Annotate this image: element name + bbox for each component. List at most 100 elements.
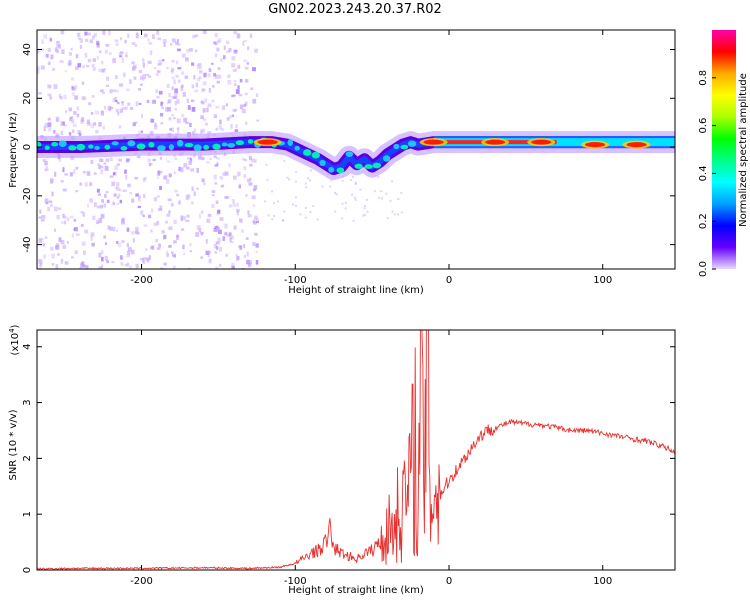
- noise-speck: [234, 129, 239, 133]
- noise-speck: [223, 45, 226, 51]
- noise-speck: [42, 158, 46, 163]
- noise-speck: [80, 117, 85, 122]
- noise-speck: [104, 49, 109, 54]
- noise-speck: [47, 93, 52, 97]
- x-tick-label: 100: [593, 275, 612, 286]
- noise-speck: [166, 66, 169, 70]
- noise-speck: [165, 179, 170, 184]
- noise-speck: [334, 191, 337, 194]
- noise-speck: [249, 177, 252, 182]
- noise-speck: [47, 117, 51, 121]
- noise-speck: [204, 98, 208, 103]
- noise-speck: [229, 237, 232, 242]
- band-blob: [303, 149, 312, 156]
- noise-speck: [120, 37, 123, 41]
- noise-speck: [215, 127, 218, 131]
- noise-speck: [118, 125, 122, 129]
- noise-speck: [142, 62, 145, 68]
- noise-speck: [166, 160, 171, 163]
- noise-speck: [354, 181, 357, 184]
- noise-speck: [91, 95, 95, 98]
- noise-speck: [180, 86, 184, 92]
- noise-speck: [304, 206, 307, 209]
- noise-speck: [56, 214, 60, 220]
- noise-speck: [124, 106, 128, 110]
- noise-speck: [243, 166, 247, 171]
- noise-speck: [129, 79, 132, 84]
- noise-speck: [45, 236, 48, 239]
- noise-speck: [153, 222, 158, 227]
- noise-speck: [397, 213, 400, 216]
- noise-speck: [229, 241, 234, 244]
- noise-speck: [108, 52, 112, 55]
- noise-speck: [105, 158, 110, 163]
- noise-speck: [226, 40, 230, 45]
- noise-speck: [59, 60, 64, 63]
- noise-speck: [142, 214, 145, 218]
- noise-speck: [230, 123, 233, 129]
- noise-speck: [162, 230, 165, 234]
- noise-speck: [69, 215, 74, 219]
- noise-speck: [232, 199, 235, 204]
- noise-speck: [74, 95, 79, 100]
- noise-speck: [184, 75, 189, 79]
- noise-speck: [63, 220, 67, 225]
- noise-speck: [173, 240, 177, 244]
- noise-speck: [135, 32, 139, 35]
- noise-speck: [93, 202, 97, 207]
- noise-speck: [207, 250, 212, 254]
- noise-speck: [239, 78, 243, 83]
- noise-speck: [155, 238, 158, 243]
- noise-speck: [112, 172, 116, 176]
- noise-speck: [84, 52, 88, 58]
- noise-speck: [211, 204, 215, 208]
- snr-ylabel: SNR (10 * v/v): [8, 409, 19, 480]
- noise-speck: [143, 33, 148, 38]
- noise-speck: [191, 106, 196, 112]
- noise-speck: [248, 262, 252, 265]
- noise-speck: [176, 60, 179, 65]
- noise-speck: [207, 253, 210, 258]
- noise-speck: [51, 263, 55, 266]
- noise-speck: [141, 78, 145, 81]
- noise-speck: [216, 80, 220, 84]
- noise-speck: [168, 210, 171, 214]
- noise-speck: [227, 74, 231, 78]
- noise-speck: [196, 187, 199, 190]
- noise-speck: [114, 89, 119, 93]
- noise-speck: [89, 198, 94, 203]
- noise-speck: [174, 189, 178, 193]
- noise-speck: [161, 229, 164, 234]
- noise-speck: [196, 167, 200, 173]
- noise-speck: [232, 69, 236, 73]
- noise-speck: [226, 117, 230, 121]
- colorbar: 0.0 0.2 0.4 0.6 0.8 Normalized spectral ampl…: [698, 30, 749, 277]
- noise-speck: [223, 232, 228, 236]
- colorbar-tick-label: 0.4: [698, 165, 709, 181]
- noise-speck: [108, 107, 112, 112]
- noise-speck: [247, 210, 250, 215]
- noise-speck: [200, 256, 204, 259]
- noise-speck: [271, 190, 274, 193]
- band-blob: [120, 146, 128, 151]
- noise-speck: [126, 243, 129, 247]
- noise-speck: [60, 258, 64, 262]
- noise-speck: [200, 115, 204, 120]
- noise-speck: [111, 260, 115, 263]
- noise-speck: [173, 117, 176, 120]
- noise-speck: [295, 171, 298, 174]
- noise-speck: [44, 168, 49, 171]
- noise-speck: [96, 55, 99, 60]
- noise-speck: [126, 262, 130, 267]
- noise-speck: [114, 165, 118, 170]
- noise-speck: [198, 228, 202, 232]
- noise-speck: [40, 48, 45, 52]
- noise-speck: [106, 199, 110, 203]
- noise-speck: [161, 106, 164, 110]
- noise-speck: [220, 176, 224, 180]
- snr-frame: [36, 329, 676, 571]
- noise-speck: [118, 52, 123, 57]
- noise-speck: [150, 229, 153, 233]
- noise-speck: [218, 125, 222, 130]
- snr-scale-label: (x104): [8, 324, 21, 355]
